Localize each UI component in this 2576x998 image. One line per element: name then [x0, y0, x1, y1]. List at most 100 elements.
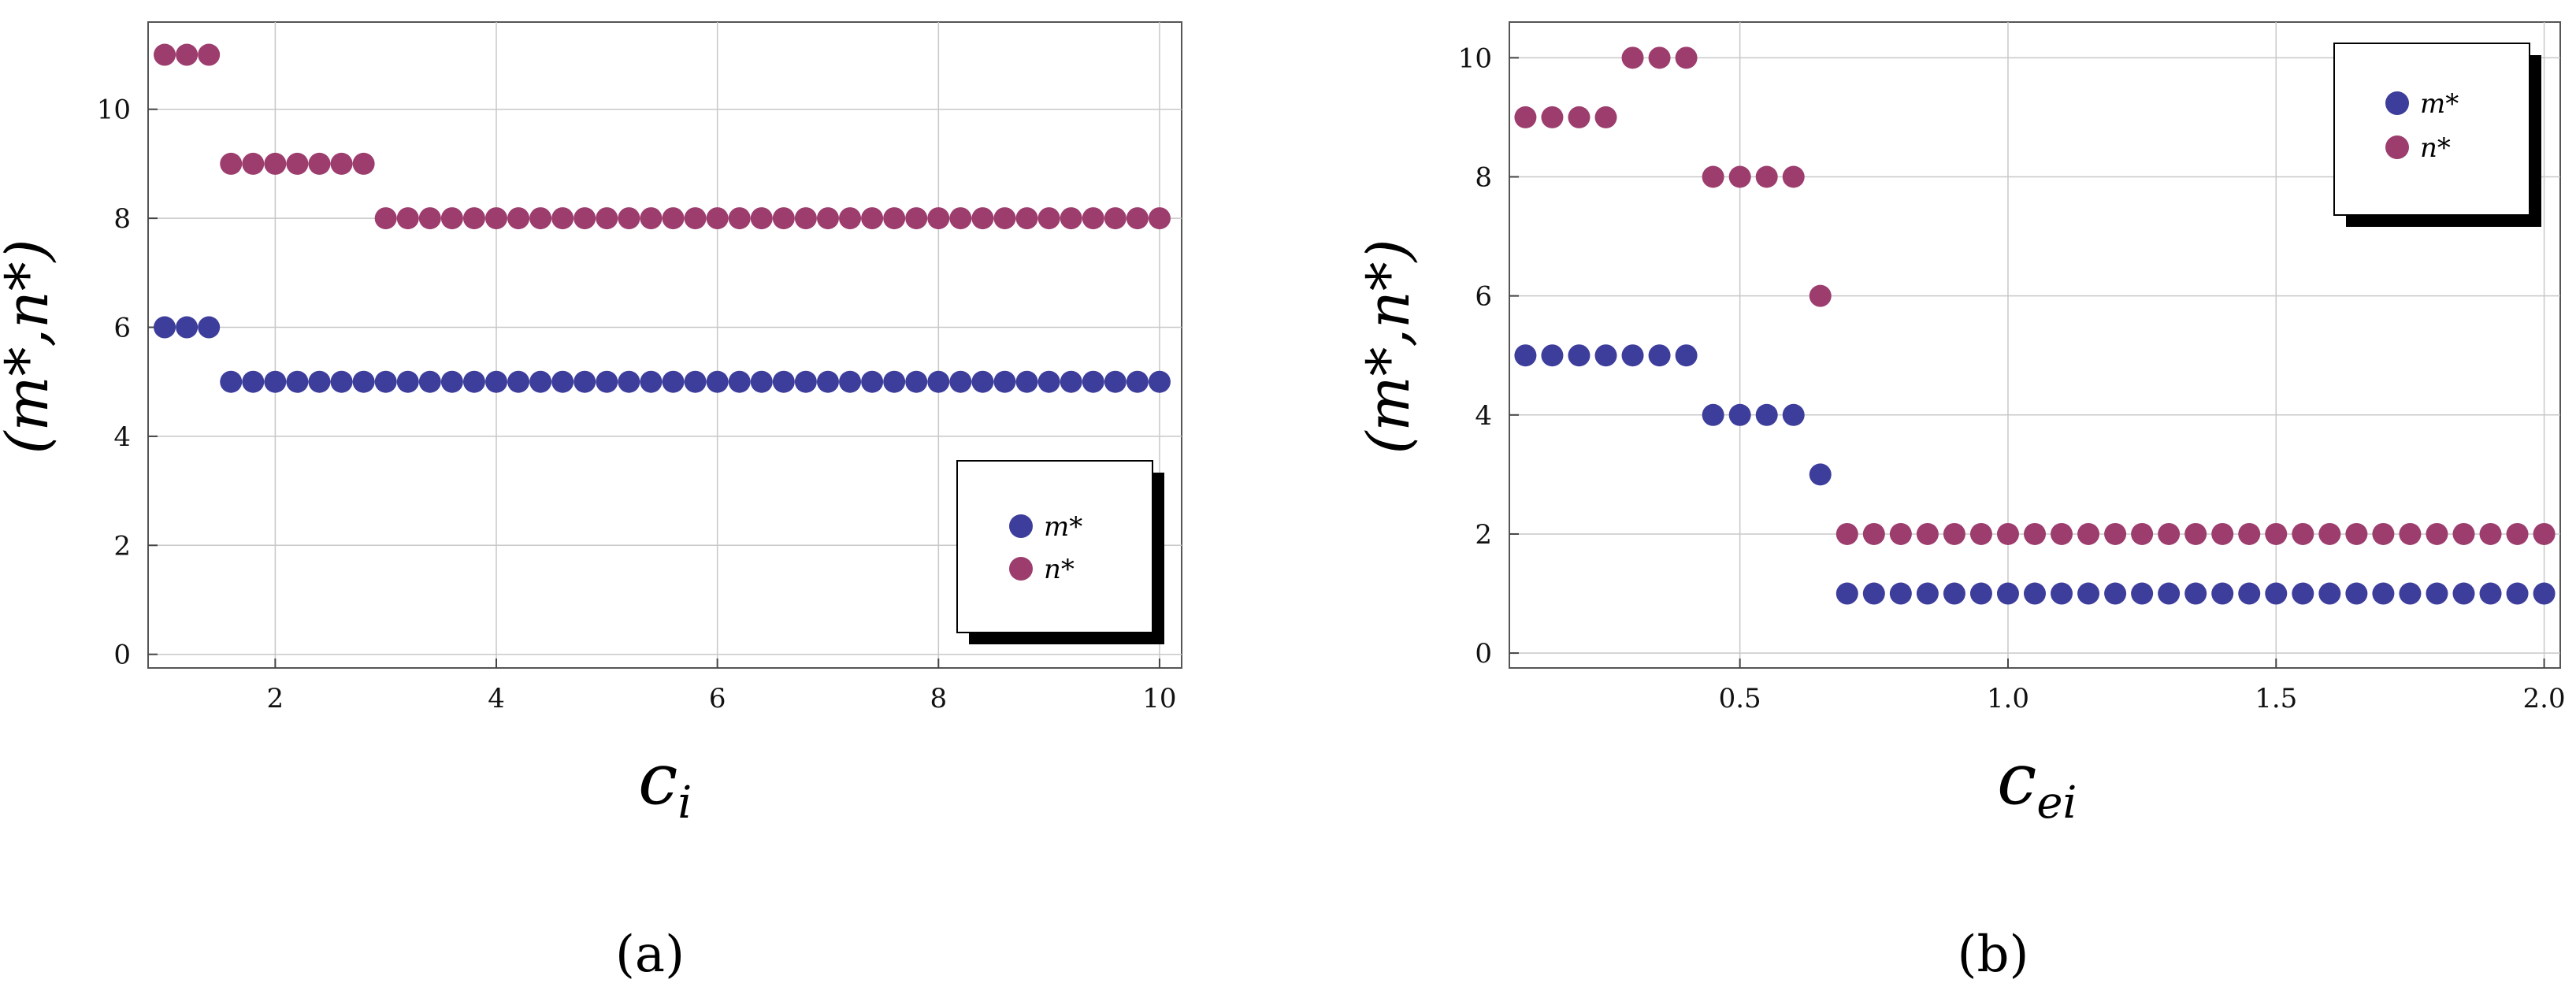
point-m-a	[374, 370, 397, 393]
point-m-b	[2345, 582, 2368, 605]
marks-b	[1514, 46, 2556, 605]
point-n-b	[2372, 522, 2395, 545]
point-m-b	[2506, 582, 2529, 605]
point-m-a	[1148, 370, 1171, 393]
point-m-a	[154, 316, 176, 339]
point-m-b	[1702, 403, 1724, 426]
point-m-b	[2131, 582, 2154, 605]
point-m-a	[861, 370, 884, 393]
point-m-a	[551, 370, 574, 393]
point-m-b	[2399, 582, 2422, 605]
point-n-a	[927, 207, 950, 230]
point-m-b	[2238, 582, 2261, 605]
point-m-a	[507, 370, 530, 393]
point-m-b	[1969, 582, 1992, 605]
point-m-a	[905, 370, 928, 393]
point-n-b	[2184, 522, 2207, 545]
legend-b-n-label: n*	[2420, 132, 2451, 164]
point-n-a	[154, 43, 176, 66]
x-tick-label-b: 1.5	[2255, 683, 2297, 714]
point-m-b	[1889, 582, 1912, 605]
point-m-b	[2211, 582, 2234, 605]
x-axis-title-a-sub: i	[677, 777, 692, 829]
point-n-b	[2265, 522, 2288, 545]
x-axis-title-a: ci	[638, 738, 692, 829]
point-n-a	[1104, 207, 1127, 230]
point-m-a	[1104, 370, 1127, 393]
point-m-a	[839, 370, 862, 393]
point-n-b	[1835, 522, 1858, 545]
point-n-a	[396, 207, 419, 230]
point-m-b	[1648, 344, 1671, 367]
point-m-a	[1037, 370, 1060, 393]
point-m-a	[750, 370, 773, 393]
y-ticks-b: 0 2 4 6 8 10	[1458, 43, 1519, 670]
point-n-a	[1126, 207, 1149, 230]
point-n-a	[198, 43, 221, 66]
point-n-a	[1082, 207, 1104, 230]
point-n-b	[1702, 165, 1724, 188]
point-n-b	[2318, 522, 2341, 545]
point-n-b	[1889, 522, 1912, 545]
point-n-a	[352, 152, 375, 175]
point-n-b	[2506, 522, 2529, 545]
plot-frame-b	[1509, 21, 2561, 669]
y-tick-label-a: 2	[113, 530, 131, 562]
legend-b-box	[2333, 43, 2530, 216]
panel-caption-b: (b)	[1958, 926, 2029, 984]
point-n-a	[772, 207, 795, 230]
point-m-a	[1015, 370, 1038, 393]
point-n-a	[1015, 207, 1038, 230]
point-m-a	[816, 370, 839, 393]
point-n-b	[1862, 522, 1885, 545]
point-m-a	[927, 370, 950, 393]
y-axis-title-b: (m*,n*)	[1355, 239, 1423, 454]
point-m-b	[2372, 582, 2395, 605]
legend-b: m* n*	[2333, 43, 2541, 227]
panel-caption-a: (a)	[615, 926, 685, 984]
point-m-a	[573, 370, 596, 393]
point-m-b	[2158, 582, 2181, 605]
y-tick-label-b: 6	[1475, 281, 1492, 313]
point-m-b	[1728, 403, 1751, 426]
point-n-b	[2211, 522, 2234, 545]
y-tick-label-b: 0	[1475, 638, 1492, 670]
x-ticks-b: 0.5 1.0 1.5 2.0	[1719, 659, 2566, 714]
point-n-b	[2158, 522, 2181, 545]
point-m-b	[2077, 582, 2100, 605]
point-m-a	[794, 370, 817, 393]
point-m-a	[706, 370, 729, 393]
x-axis-title-b: cei	[1997, 738, 2077, 829]
point-m-a	[308, 370, 331, 393]
point-n-b	[2399, 522, 2422, 545]
point-n-a	[308, 152, 331, 175]
y-tick-label-a: 10	[97, 95, 131, 126]
point-m-a	[418, 370, 441, 393]
point-n-a	[529, 207, 552, 230]
point-m-a	[883, 370, 906, 393]
y-tick-label-b: 8	[1475, 161, 1492, 193]
point-n-a	[573, 207, 596, 230]
point-n-b	[2104, 522, 2127, 545]
point-m-a	[728, 370, 751, 393]
point-m-a	[462, 370, 485, 393]
point-n-a	[485, 207, 508, 230]
x-tick-label-b: 1.0	[1987, 683, 2029, 714]
point-n-a	[242, 152, 265, 175]
point-m-a	[1126, 370, 1149, 393]
legend-a-n-label: n*	[1044, 554, 1075, 585]
point-m-a	[396, 370, 419, 393]
x-ticks-a: 2 4 6 8 10	[267, 659, 1177, 714]
point-n-a	[1148, 207, 1171, 230]
point-n-a	[816, 207, 839, 230]
point-n-b	[2077, 522, 2100, 545]
point-n-a	[662, 207, 685, 230]
point-m-b	[1675, 344, 1698, 367]
chart-panel-a: 2 4 6 8 10 0 2 4 6 8 10 (m*,n*) ci m* n* (a)	[0, 21, 1182, 984]
x-axis-title-a-main: c	[638, 738, 677, 821]
x-tick-label-a: 2	[267, 683, 284, 714]
point-m-b	[1568, 344, 1591, 367]
point-m-a	[242, 370, 265, 393]
point-m-a	[1082, 370, 1104, 393]
